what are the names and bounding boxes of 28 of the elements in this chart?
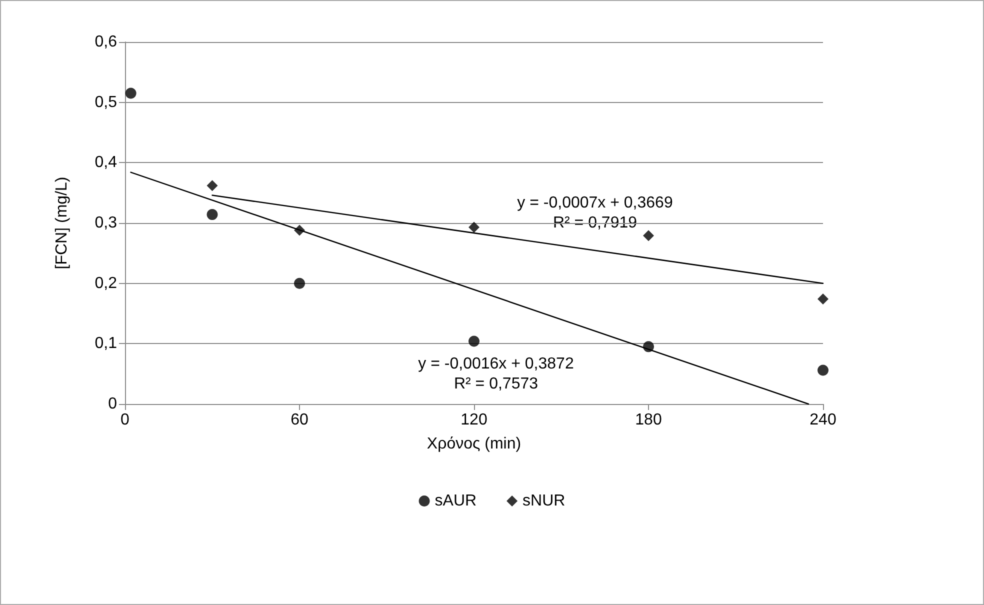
point — [125, 88, 136, 99]
x-tick-label: 60 — [290, 412, 308, 428]
y-tick-label: 0 — [108, 396, 118, 412]
x-tick-label: 120 — [460, 412, 488, 428]
point — [818, 294, 828, 305]
point — [643, 230, 654, 242]
x-tick-label: 180 — [635, 412, 662, 428]
y-axis-title: [FCN] (mg/L) — [54, 176, 70, 270]
x-tick-label: 0 — [120, 412, 130, 428]
x-axis-title: Χρόνος (min) — [426, 436, 522, 452]
point — [468, 222, 480, 233]
point — [206, 180, 218, 192]
y-tick-label: 0,3 — [94, 214, 118, 232]
y-tick-label: 0,5 — [94, 94, 118, 111]
x-tick-label: 240 — [810, 412, 836, 428]
y-tick-label: 0,1 — [94, 335, 118, 352]
point — [468, 336, 480, 347]
y-tick-label: 0,2 — [94, 274, 118, 292]
y-tick-label: 0,4 — [94, 154, 118, 172]
point — [294, 224, 305, 236]
point — [643, 341, 654, 352]
point — [294, 278, 305, 289]
annotation: y = -0,0016x + 0,3872 R² = 0,7573 — [418, 356, 574, 392]
legend-label: sAUR — [434, 492, 477, 510]
point — [206, 209, 218, 220]
point — [818, 364, 828, 376]
legend-label: sNUR — [522, 492, 566, 510]
y-tick-label: 0,6 — [94, 34, 118, 50]
